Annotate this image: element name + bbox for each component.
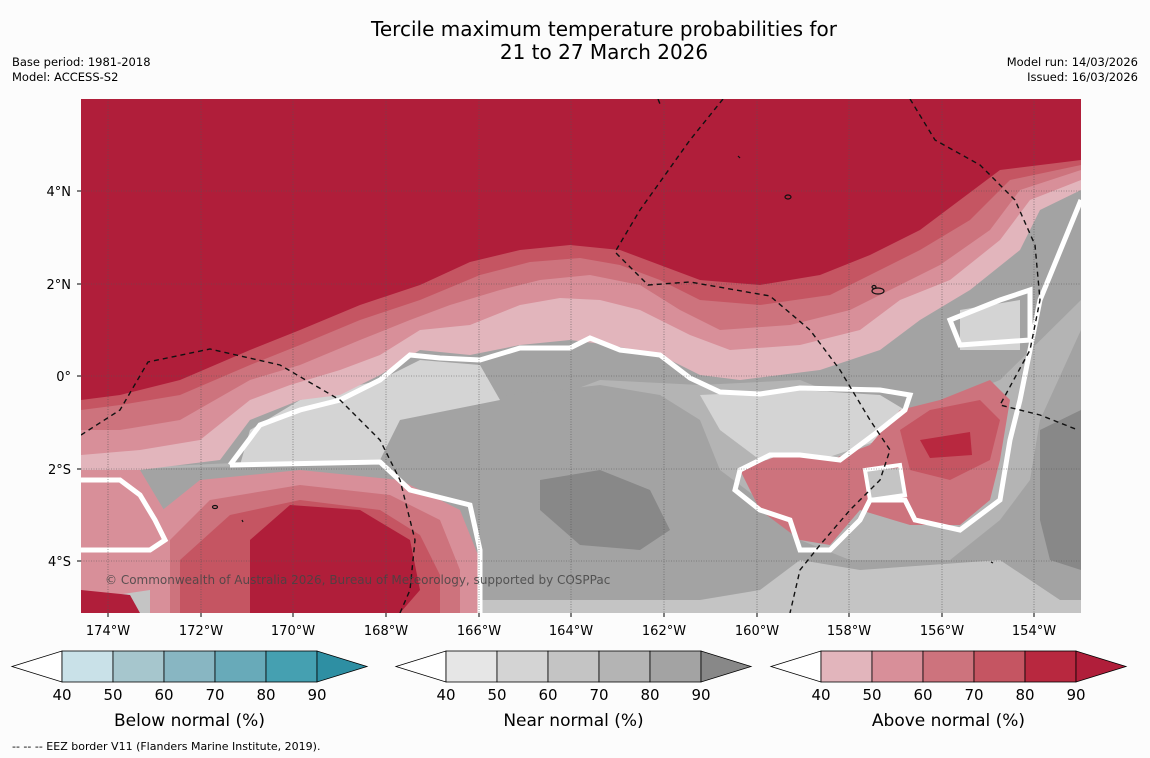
above-normal-90-sw — [250, 505, 420, 613]
legend-tick-label: 50 — [103, 686, 122, 704]
lon-label: 160°W — [735, 624, 779, 639]
legend-title: Below normal (%) — [114, 711, 265, 731]
issued-date: Issued: 16/03/2026 — [1027, 70, 1138, 84]
legend-near-normal: 40 50 60 70 80 90 Near normal (%) — [394, 650, 753, 731]
boundary-ne-patch — [946, 286, 1033, 348]
lat-label: 2°S — [48, 463, 71, 478]
legend-swatch — [1024, 650, 1077, 683]
lon-label: 156°W — [920, 624, 964, 639]
lon-label: 164°W — [549, 624, 593, 639]
base-period: Base period: 1981-2018 — [12, 55, 151, 69]
legend-title: Above normal (%) — [872, 711, 1025, 731]
legend-title: Near normal (%) — [503, 711, 643, 731]
legend-max-arrow — [1075, 650, 1128, 683]
legend-swatch — [496, 650, 549, 683]
legend-swatch — [871, 650, 924, 683]
lon-label: 162°W — [642, 624, 686, 639]
legend-tick-label: 90 — [1066, 686, 1085, 704]
legend-swatch — [163, 650, 216, 683]
lat-label: 0° — [56, 370, 71, 385]
boundary-south-central — [229, 459, 483, 613]
legend-swatch — [820, 650, 873, 683]
meta-left: Base period: 1981-2018 Model: ACCESS-S2 — [12, 55, 151, 85]
legend-swatch — [112, 650, 165, 683]
legend-tick-label: 90 — [307, 686, 326, 704]
legend-swatch — [265, 650, 318, 683]
title-line-2: 21 to 27 March 2026 — [499, 40, 709, 64]
axis-ticks — [77, 190, 1035, 617]
legend-min-arrow — [10, 650, 63, 683]
boundary-east-patch — [862, 462, 908, 503]
lat-labels: 4°N 2°N 0° 2°S 4°S — [47, 185, 72, 570]
model-run: Model run: 14/03/2026 — [1006, 55, 1138, 69]
lon-label: 166°W — [457, 624, 501, 639]
above-normal-80-east — [920, 432, 972, 458]
legend-min-arrow — [394, 650, 447, 683]
lat-label: 2°N — [47, 278, 72, 293]
probability-field — [81, 99, 1081, 613]
legend-swatch — [445, 650, 498, 683]
legend-swatch — [922, 650, 975, 683]
legend-tick-label: 60 — [538, 686, 557, 704]
near-normal-50-east — [700, 390, 905, 460]
lon-label: 168°W — [364, 624, 408, 639]
map-title: Tercile maximum temperature probabilitie… — [0, 18, 1150, 64]
lon-label: 158°W — [827, 624, 871, 639]
legend-tick-label: 80 — [1015, 686, 1034, 704]
lat-label: 4°S — [48, 555, 71, 570]
legend-swatch — [649, 650, 702, 683]
legend-tick-label: 80 — [256, 686, 275, 704]
eez-borders — [81, 99, 1079, 613]
near-normal-90-region-a — [540, 470, 670, 550]
islands — [211, 155, 994, 564]
legend-tick-label: 80 — [640, 686, 659, 704]
lon-label: 154°W — [1012, 624, 1056, 639]
legend-swatch — [214, 650, 267, 683]
model-name: Model: ACCESS-S2 — [12, 70, 119, 84]
legend-tick-label: 70 — [964, 686, 983, 704]
legend-tick-label: 60 — [913, 686, 932, 704]
lon-labels: 174°W 172°W 170°W 168°W 166°W 164°W 162°… — [86, 624, 1056, 639]
legend-tick-label: 50 — [862, 686, 881, 704]
lat-label: 4°N — [47, 185, 72, 200]
near-normal-50-region — [240, 360, 500, 465]
title-line-1: Tercile maximum temperature probabilitie… — [371, 17, 837, 41]
boundary-sw — [81, 477, 169, 553]
above-normal-90-north — [81, 99, 1081, 400]
gridlines — [81, 99, 1081, 613]
legend-swatch — [598, 650, 651, 683]
legend-above-normal: 40 50 60 70 80 90 Above normal (%) — [769, 650, 1128, 731]
legend-tick-label: 70 — [205, 686, 224, 704]
legend-swatch — [547, 650, 600, 683]
legend-swatch — [973, 650, 1026, 683]
legend-tick-label: 70 — [589, 686, 608, 704]
legend-tick-label: 40 — [52, 686, 71, 704]
legend-tick-label: 40 — [436, 686, 455, 704]
legend-tick-label: 40 — [811, 686, 830, 704]
legend-min-arrow — [769, 650, 822, 683]
legend-max-arrow — [700, 650, 753, 683]
lon-label: 170°W — [271, 624, 315, 639]
legend-tick-label: 60 — [154, 686, 173, 704]
lon-label: 172°W — [179, 624, 223, 639]
legend-tick-label: 50 — [487, 686, 506, 704]
boundary-main — [228, 199, 1081, 553]
above-normal-90-sw-corner — [81, 590, 140, 613]
near-normal-90-region-b — [1040, 410, 1081, 570]
legend-swatch — [61, 650, 114, 683]
eez-footnote: -- -- -- EEZ border V11 (Flanders Marine… — [12, 740, 321, 753]
lon-label: 174°W — [86, 624, 130, 639]
copyright-text: © Commonwealth of Australia 2026, Bureau… — [105, 573, 610, 587]
meta-right: Model run: 14/03/2026 Issued: 16/03/2026 — [1007, 55, 1138, 85]
legend-tick-label: 90 — [691, 686, 710, 704]
legend-below-normal: 40 50 60 70 80 90 Below normal (%) — [10, 650, 369, 731]
legend-max-arrow — [316, 650, 369, 683]
near-normal-patch-east — [865, 468, 905, 498]
